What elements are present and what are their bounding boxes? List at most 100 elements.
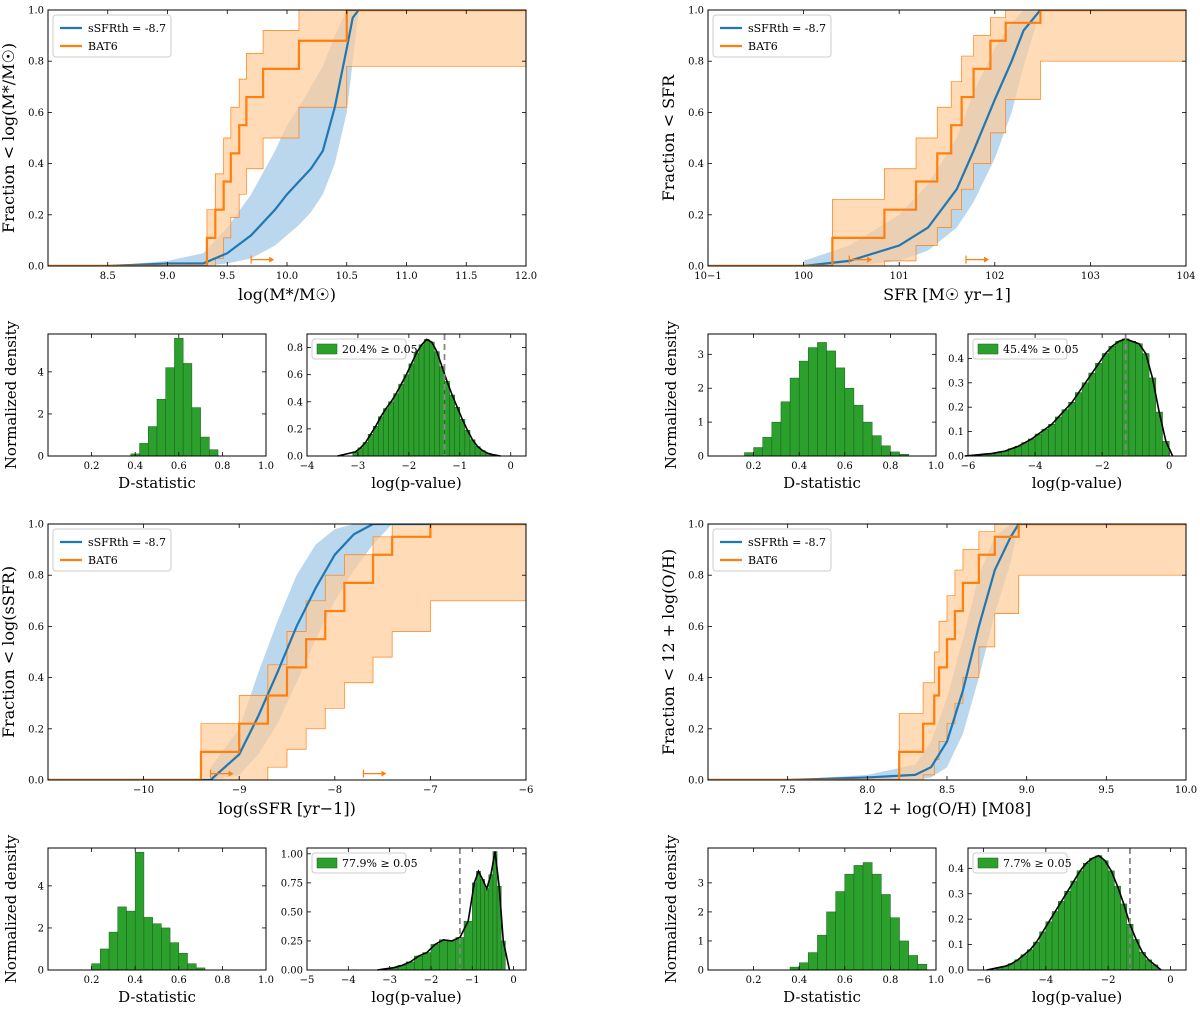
- x-tick-label: 0: [1167, 975, 1173, 986]
- legend-box: [712, 528, 832, 572]
- y-axis-label: Fraction < log(sSFR): [0, 566, 18, 738]
- hist-bar: [835, 367, 846, 457]
- obs-band: [898, 524, 1186, 780]
- hist-bar: [1107, 870, 1115, 971]
- x-tick-label: −9: [232, 785, 247, 796]
- x-tick-label: −4: [1038, 975, 1053, 986]
- x-tick-label: 100: [794, 271, 813, 282]
- y-tick-label: 2: [698, 907, 704, 918]
- x-tick-label: 0.2: [746, 461, 762, 472]
- hist-bar: [434, 351, 440, 457]
- hist-bar: [826, 911, 836, 971]
- chart-ssfr: −10 −9 −8 −7 −6 0.0 0.2 0.4 0.6 0.8 1.0 log(sSFR [y…: [0, 520, 533, 819]
- hist-bar: [844, 387, 855, 457]
- legend-swatch: [316, 857, 338, 869]
- obs-step-line: [708, 524, 1186, 780]
- hist-bar: [1028, 438, 1036, 457]
- legend-obs-label: BAT6: [88, 40, 118, 53]
- hist-bar: [744, 452, 754, 457]
- hist-bar: [126, 910, 136, 971]
- hist-bar: [1034, 433, 1043, 457]
- y-axis-label: Fraction < 12 + log(O/H): [659, 549, 678, 755]
- x-tick-label: 10.0: [276, 271, 298, 282]
- y-tick-label: 1.0: [688, 520, 704, 531]
- hist-bar: [117, 906, 127, 971]
- x-tick-label: 8.5: [100, 271, 116, 282]
- legend: sSFRth = -8.7 BAT6: [52, 14, 172, 58]
- hist-bar: [917, 963, 928, 971]
- x-tick-label: 1.0: [928, 975, 944, 986]
- x-axis-label: log(M*/M☉): [238, 285, 336, 304]
- y-tick-label: 4: [38, 367, 44, 378]
- y-tick-label: 0: [38, 452, 44, 463]
- hist-bar: [161, 927, 171, 971]
- oh-p-frame: [967, 847, 1187, 971]
- chart-ssfr-p: 77.9% ≥ 0.05 −5 −4 −3 −2 −1 0 0.00 0.25 0.50 0.75 1…: [281, 847, 527, 1006]
- hist-bar: [423, 339, 430, 457]
- y-tick-label: 2: [698, 384, 704, 395]
- y-tick-label: 1.0: [28, 520, 44, 531]
- x-tick-label: 0.6: [837, 975, 853, 986]
- x-axis-label: 12 + log(O/H) [M08]: [863, 799, 1031, 818]
- hist-bar: [871, 873, 882, 971]
- y-tick-label: 0.2: [287, 424, 303, 435]
- hist-bar: [1108, 345, 1116, 457]
- x-tick-label: 0.4: [791, 975, 807, 986]
- hist-bar: [1115, 341, 1123, 457]
- x-tick-label: 1.0: [258, 975, 274, 986]
- x-tick-label: −4: [341, 975, 356, 986]
- x-tick-label: −1: [465, 975, 480, 986]
- x-axis-label: D-statistic: [783, 474, 861, 492]
- x-tick-label: 9.5: [1098, 785, 1114, 796]
- mass-d-frame: [47, 333, 267, 457]
- hist-bar: [780, 401, 791, 457]
- model-line: [708, 524, 1186, 780]
- hist-bar: [844, 873, 855, 971]
- y-tick-label: 0.8: [28, 57, 44, 68]
- y-tick-label: 0.3: [948, 889, 964, 900]
- kde-curve: [377, 851, 511, 971]
- y-tick-label: 0.50: [281, 907, 303, 918]
- y-tick-label: 0.6: [287, 370, 303, 381]
- chart-ssfr-d: 0.2 0.4 0.6 0.8 1.0 0 2 4 D-statistic Normalized …: [2, 834, 274, 1006]
- legend: sSFRth = -8.7 BAT6: [712, 528, 832, 572]
- hist-bar: [200, 436, 210, 457]
- limit-arrow-head: [984, 256, 990, 263]
- hist-bar: [1120, 903, 1128, 971]
- hist-bar: [771, 421, 782, 457]
- hist-bar: [449, 394, 455, 457]
- x-tick-label: −6: [976, 975, 991, 986]
- hist-bar: [1048, 424, 1056, 457]
- hist-bar: [1088, 372, 1096, 457]
- y-tick-label: 0.8: [287, 343, 303, 354]
- y-tick-label: 0.6: [688, 108, 704, 119]
- mass-p-frame: [306, 333, 527, 457]
- model-band: [787, 524, 1019, 780]
- hist-bar: [1068, 402, 1076, 457]
- obs-step-line: [708, 10, 1186, 266]
- x-tick-label: 12.0: [515, 271, 537, 282]
- model-line: [708, 10, 1186, 266]
- x-tick-label: −10: [133, 785, 154, 796]
- y-tick-label: 0.0: [28, 262, 44, 273]
- hist-bar: [1041, 428, 1049, 457]
- chart-oh-p: 7.7% ≥ 0.05 −6 −4 −2 0 0.0 0.1 0.2 0.3 0.4 log(p-v…: [948, 847, 1187, 1006]
- y-tick-label: 1.0: [688, 6, 704, 17]
- hist-bar: [383, 408, 389, 457]
- ssfr-d-frame: [47, 847, 267, 971]
- hist-bar: [762, 437, 773, 457]
- model-line: [48, 524, 526, 780]
- x-tick-label: 0.8: [882, 975, 898, 986]
- legend-model-label: sSFRth = -8.7: [88, 536, 166, 549]
- sfr-p-frame: [967, 333, 1187, 457]
- hist-bar: [422, 952, 432, 971]
- x-axis-label: log(p-value): [1032, 988, 1123, 1006]
- hist-bar: [1095, 363, 1103, 457]
- x-tick-label: 0.6: [171, 461, 187, 472]
- hist-bar: [890, 451, 900, 457]
- hist-bar: [165, 367, 175, 457]
- y-tick-label: 0.1: [948, 427, 964, 438]
- y-tick-label: 0.2: [688, 724, 704, 735]
- obs-band: [200, 524, 526, 780]
